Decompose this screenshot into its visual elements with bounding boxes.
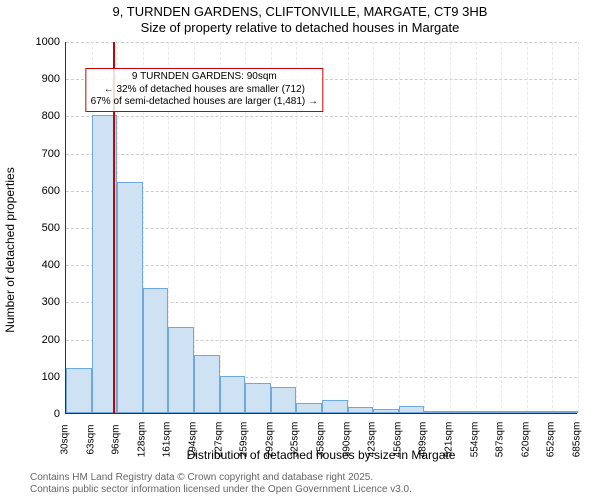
y-tick: 100 xyxy=(20,371,60,383)
gridline-v xyxy=(399,42,400,413)
histogram-bar xyxy=(245,383,271,413)
histogram-bar xyxy=(348,407,374,413)
histogram-bar xyxy=(66,368,92,413)
gridline-v xyxy=(552,42,553,413)
x-axis-label: Distribution of detached houses by size … xyxy=(65,448,577,462)
gridline-v xyxy=(527,42,528,413)
gridline-v xyxy=(578,42,579,413)
histogram-bar xyxy=(117,182,143,413)
histogram-bar xyxy=(143,288,169,413)
histogram-bar xyxy=(527,411,553,413)
y-axis-label: Number of detached properties xyxy=(3,167,17,332)
gridline-v xyxy=(424,42,425,413)
chart-title-line1: 9, TURNDEN GARDENS, CLIFTONVILLE, MARGAT… xyxy=(0,4,600,20)
y-tick: 700 xyxy=(20,148,60,160)
histogram-bar xyxy=(271,387,297,413)
histogram-bar xyxy=(476,411,502,413)
y-tick: 300 xyxy=(20,296,60,308)
histogram-bar xyxy=(424,411,450,413)
histogram-bar xyxy=(168,327,194,413)
y-tick: 400 xyxy=(20,259,60,271)
gridline-v xyxy=(348,42,349,413)
y-tick: 200 xyxy=(20,334,60,346)
y-tick: 0 xyxy=(20,408,60,420)
histogram-bar xyxy=(322,400,348,413)
histogram-bar xyxy=(501,411,527,413)
annotation-box: 9 TURNDEN GARDENS: 90sqm← 32% of detache… xyxy=(86,68,323,112)
gridline-v xyxy=(450,42,451,413)
annotation-line: ← 32% of detached houses are smaller (71… xyxy=(91,84,318,97)
y-tick: 500 xyxy=(20,222,60,234)
histogram-bar xyxy=(194,355,220,413)
histogram-bar xyxy=(399,406,425,413)
histogram-bar xyxy=(220,376,246,413)
chart-title-line2: Size of property relative to detached ho… xyxy=(0,20,600,36)
y-tick: 900 xyxy=(20,73,60,85)
gridline-v xyxy=(476,42,477,413)
plot-area: 9 TURNDEN GARDENS: 90sqm← 32% of detache… xyxy=(65,42,577,414)
chart-title-block: 9, TURNDEN GARDENS, CLIFTONVILLE, MARGAT… xyxy=(0,0,600,37)
attribution-line1: Contains HM Land Registry data © Crown c… xyxy=(30,472,412,484)
y-tick: 600 xyxy=(20,185,60,197)
histogram-bar xyxy=(296,403,322,413)
attribution-line2: Contains public sector information licen… xyxy=(30,484,412,496)
annotation-line: 67% of semi-detached houses are larger (… xyxy=(91,96,318,109)
y-tick: 1000 xyxy=(20,36,60,48)
histogram-bar xyxy=(373,409,399,413)
attribution-text: Contains HM Land Registry data © Crown c… xyxy=(30,472,412,496)
histogram-bar xyxy=(450,411,476,413)
gridline-v xyxy=(501,42,502,413)
y-tick: 800 xyxy=(20,110,60,122)
annotation-line: 9 TURNDEN GARDENS: 90sqm xyxy=(91,71,318,84)
chart-container: 9, TURNDEN GARDENS, CLIFTONVILLE, MARGAT… xyxy=(0,0,600,500)
gridline-v xyxy=(373,42,374,413)
histogram-bar xyxy=(552,411,578,413)
